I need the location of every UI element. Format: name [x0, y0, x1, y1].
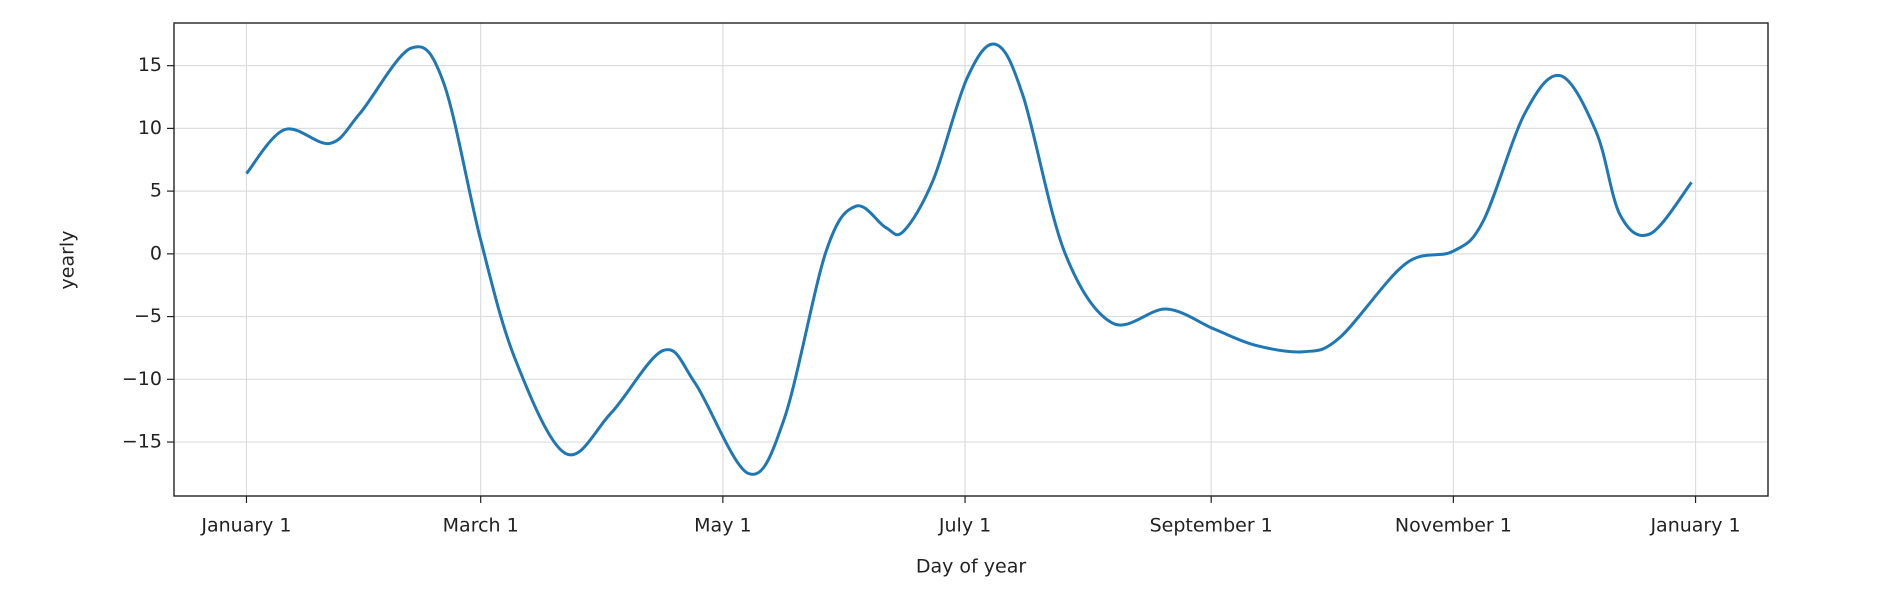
plot-frame — [173, 22, 1769, 497]
x-tick-label: July 1 — [938, 515, 991, 537]
y-tick-label: 5 — [150, 180, 162, 202]
x-tick-label: January 1 — [200, 515, 291, 537]
series-line — [245, 42, 1693, 476]
y-tick-label: −15 — [122, 431, 162, 453]
x-tick-label: November 1 — [1395, 515, 1512, 537]
y-tick-label: −10 — [122, 368, 162, 390]
y-tick-label: 10 — [138, 117, 162, 139]
x-tick-label: January 1 — [1649, 515, 1740, 537]
y-tick-label: 15 — [138, 54, 162, 76]
x-tick-label: March 1 — [443, 515, 519, 537]
y-tick-label: 0 — [150, 242, 162, 264]
x-axis-label: Day of year — [916, 556, 1026, 578]
x-tick-label: May 1 — [694, 515, 751, 537]
y-axis-label: yearly — [57, 231, 79, 290]
y-tick-label: −5 — [134, 305, 162, 327]
x-tick-label: September 1 — [1150, 515, 1273, 537]
